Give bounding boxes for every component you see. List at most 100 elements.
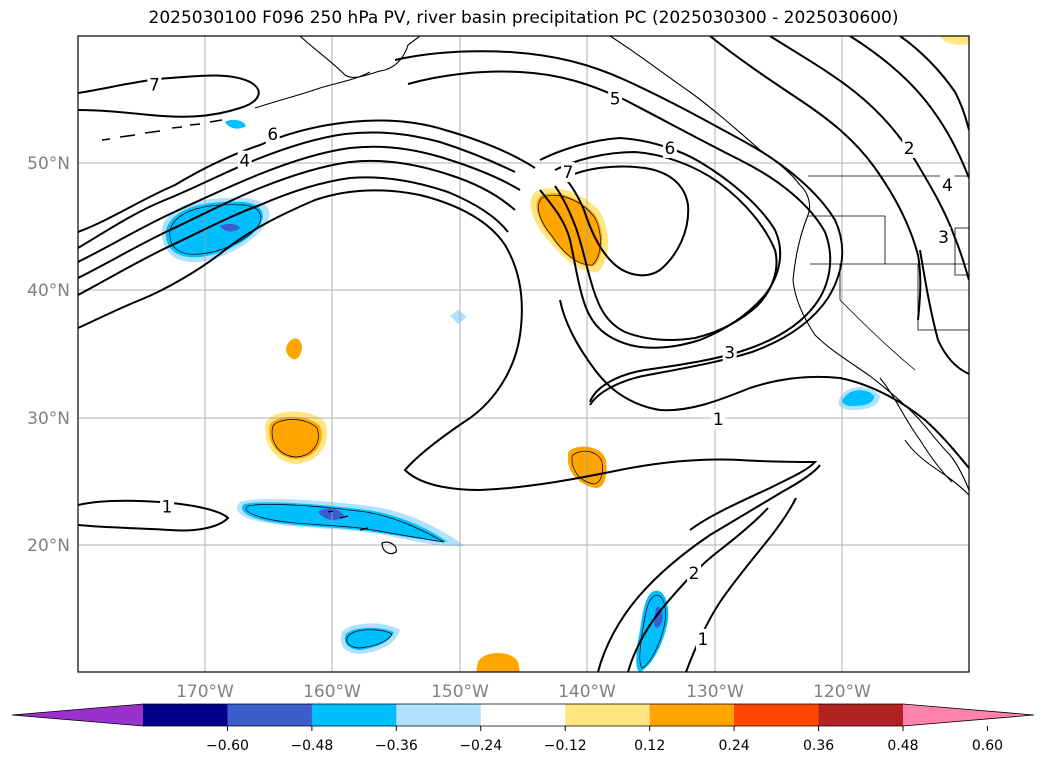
lon-tick-label: 170°W [176,682,234,702]
colorbar-tick-label: 0.12 [634,738,665,754]
colorbar-extend-high [903,704,1034,726]
colorbar-segment [818,704,904,726]
negative-anomaly-west-pacific-core [165,201,263,258]
positive-anomaly-bottom [476,653,520,672]
contour-label-bg [711,408,726,429]
positive-anomaly-small [286,338,302,360]
contour-label-bg [265,123,280,144]
small-negative-b [225,119,246,129]
contour-label: 7 [563,163,574,183]
lon-tick-label: 140°W [558,682,616,702]
colorbar-tick-label: 0.60 [972,738,1003,754]
negative-anomaly-west-pacific-center [220,223,240,232]
contour-label: 4 [239,152,250,172]
colorbar-tick-label: −0.60 [206,738,249,754]
colorbar-outline [11,703,1035,727]
map-title: 2025030100 F096 250 hPa PV, river basin … [148,8,899,28]
us-west-coast [792,214,969,491]
lon-tick-label: 150°W [431,682,489,702]
contour-east-4 [394,50,844,406]
colorbar: −0.60 −0.48 −0.36 −0.24 −0.12 0.12 0.24 0.36 0.4… [11,703,1035,754]
negative-anomaly-hawaii-center [318,508,344,521]
contour-7-inner [564,165,690,277]
colorbar-tick-label: −0.48 [290,738,333,754]
colorbar-tick-label: −0.36 [375,738,418,754]
contour-label-bg [936,226,951,247]
california-border [839,264,916,371]
contour-1-loop [78,499,230,532]
contour-label-bg [687,562,702,583]
colorbar-tick-label: 0.48 [887,738,918,754]
aleutian-islands [101,119,223,141]
lat-tick-label: 20°N [27,536,70,556]
contour-label: 1 [713,410,724,430]
small-negative-a [450,310,467,324]
colorbar-tick-label: 0.36 [803,738,834,754]
state-borders [808,175,969,331]
contour-label: 4 [942,176,953,196]
contour-c [78,159,516,279]
contour-label-bg [160,496,175,517]
colorbar-segment [311,704,397,726]
lon-tick-label: 160°W [303,682,361,702]
contour-label-bg [902,137,917,158]
contour-south-1 [597,464,821,672]
colorbar-segment [649,704,735,726]
contour-label: 2 [904,139,915,159]
contour-label: 7 [149,75,160,95]
colorbar-segment [227,704,313,726]
contour-label: 6 [267,125,278,145]
positive-anomaly-corner [940,36,969,45]
colorbar-tick-label: 0.24 [719,738,750,754]
baja-california [879,377,953,483]
positive-anomaly-gulf-alaska-core [536,193,603,267]
negative-anomaly-hawaii-core [242,502,448,542]
contour-label: 1 [162,498,173,518]
contour-label-bg [695,628,710,649]
anomaly-outlines [169,194,666,669]
coastlines [101,36,969,555]
contour-b [78,145,521,263]
contour-label: 3 [938,228,949,248]
contour-label-bg [147,74,162,95]
contour-northeast-4 [849,36,969,179]
lat-tick-label: 50°N [27,154,70,174]
contour-label: 1 [698,630,709,650]
lon-tick-label: 120°W [813,682,871,702]
hawaii-islands [327,510,397,555]
alaska-peninsula [254,71,371,109]
contour-label-bg [237,150,252,171]
contour-east-3 [407,70,832,403]
contour-east-5 [539,136,782,349]
canada-coast [609,36,811,216]
negative-anomaly-california-core [842,390,874,406]
positive-anomaly-subtropics-core [269,416,322,459]
contour-label-bg [561,162,576,183]
colorbar-segment [396,704,482,726]
lon-tick-labels: 170°W 160°W 150°W 140°W 130°W 120°W [176,682,871,702]
mexico-coast-bottom [904,439,969,496]
contour-east-edge [919,249,969,375]
contour-1-outer [78,189,818,531]
colorbar-tick-label: −0.24 [459,738,502,754]
alaska-coast [299,36,421,79]
lat-tick-labels: 20°N 30°N 40°N 50°N [27,154,70,556]
contour-d [78,176,509,296]
contour-label: 3 [724,344,735,364]
contour-outer-big [559,299,969,469]
contour-label-bg [940,174,955,195]
contour-label-bg [722,342,737,363]
contour-label-bg [662,137,677,158]
map-frame [77,35,970,673]
contour-a [78,131,516,249]
negative-anomaly-southwest-core [344,627,394,650]
colorbar-extend-low [12,704,143,726]
contour-northeast-5 [899,36,969,131]
colorbar-segment [480,704,566,726]
contour-label-bg [608,88,623,109]
lat-tick-label: 40°N [27,281,70,301]
colorbar-segment [565,704,651,726]
colorbar-segment [734,704,820,726]
